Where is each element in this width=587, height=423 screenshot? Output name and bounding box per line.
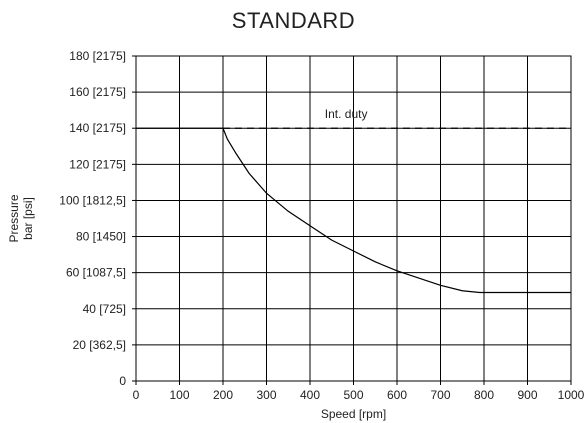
x-axis-label: Speed [rpm] bbox=[321, 407, 386, 421]
x-tick-label: 0 bbox=[133, 388, 140, 402]
y-tick-label: 160 [2175] bbox=[69, 85, 126, 99]
grid bbox=[135, 55, 572, 382]
x-tick-label: 900 bbox=[517, 388, 537, 402]
y-axis-label-line1: Pressure bbox=[7, 194, 21, 242]
x-tick-label: 400 bbox=[300, 388, 320, 402]
pressure-curve bbox=[136, 127, 571, 294]
y-tick-label: 100 [1812,5] bbox=[59, 193, 126, 207]
x-tick-label: 1000 bbox=[558, 388, 585, 402]
x-tick-label: 500 bbox=[343, 388, 363, 402]
y-tick-label: 80 [1450] bbox=[76, 230, 126, 244]
y-tick-label: 40 [725] bbox=[83, 302, 126, 316]
plot-frame bbox=[135, 55, 572, 382]
y-tick-label: 140 [2175] bbox=[69, 121, 126, 135]
x-tick-label: 800 bbox=[474, 388, 494, 402]
y-tick-label: 20 [362,5] bbox=[73, 338, 126, 352]
x-tick-label: 600 bbox=[387, 388, 407, 402]
axes: 0 100 200 300 400 500 600 700 800 900 1000 0 20 [362… bbox=[59, 49, 584, 402]
chart-title: STANDARD bbox=[231, 8, 356, 33]
x-tick-label: 700 bbox=[430, 388, 450, 402]
series-layer: Int. duty bbox=[136, 107, 571, 294]
y-tick-label: 120 [2175] bbox=[69, 157, 126, 171]
x-tick-label: 200 bbox=[213, 388, 233, 402]
x-tick-label: 300 bbox=[256, 388, 276, 402]
y-tick-label: 0 bbox=[119, 374, 126, 388]
x-tick-label: 100 bbox=[169, 388, 189, 402]
annotation-int-duty: Int. duty bbox=[325, 107, 368, 121]
y-tick-label: 180 [2175] bbox=[69, 49, 126, 63]
y-tick-label: 60 [1087,5] bbox=[66, 266, 126, 280]
y-axis-label-line2: bar [psi] bbox=[21, 197, 35, 240]
